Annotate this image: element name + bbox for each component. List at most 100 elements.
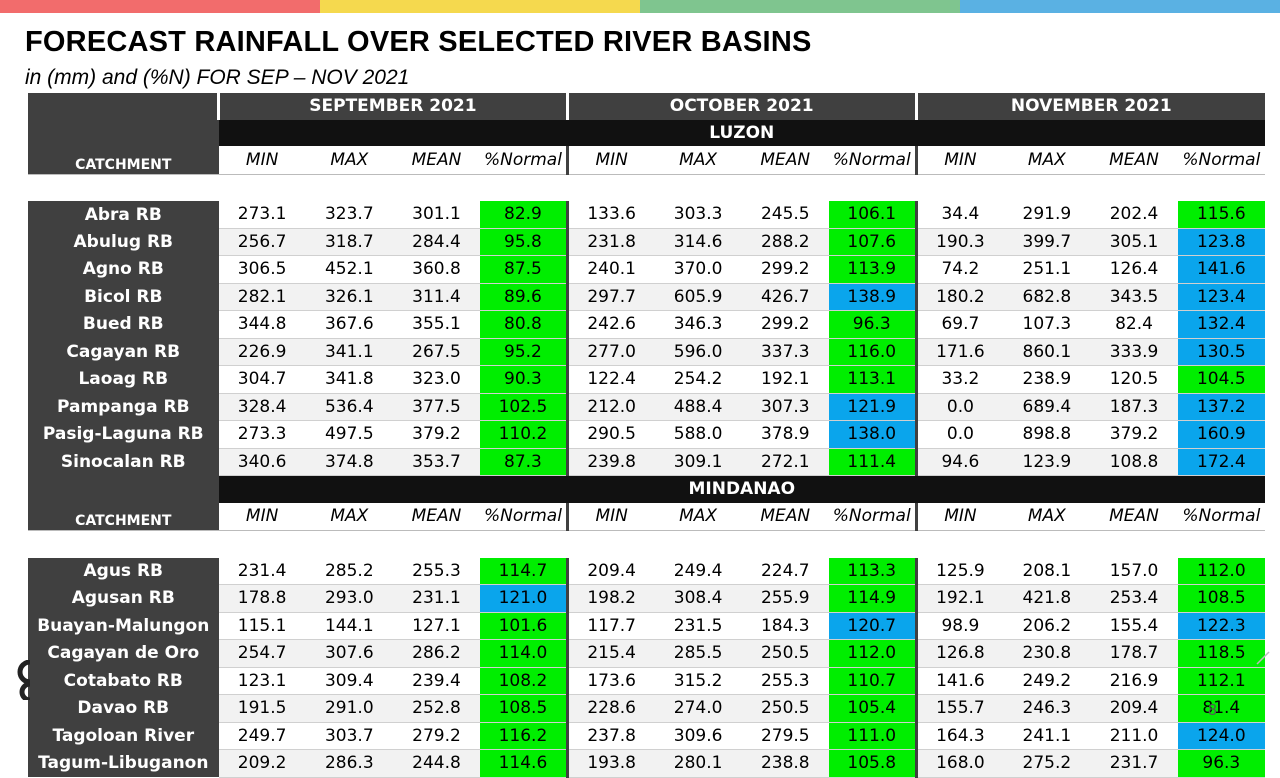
table-row: Agus RB 231.4 285.2 255.3 114.7 209.4 249.4 224… (28, 557, 1265, 585)
value-cell: 192.1 (914, 584, 1004, 613)
value-cell: 82.4 (1090, 310, 1178, 339)
value-cell: 399.7 (1003, 228, 1091, 256)
catchment-header: CATCHMENT (28, 146, 219, 175)
value-cell: 184.3 (741, 612, 829, 640)
value-cell: 308.4 (654, 584, 742, 613)
value-cell: 231.5 (654, 612, 742, 640)
value-cell: 307.3 (741, 393, 829, 421)
table-row: Cagayan RB 226.9 341.1 267.5 95.2 277.0 596.0 3… (28, 338, 1265, 366)
percent-normal-cell: 108.5 (480, 694, 568, 723)
catchment-name: Abra RB (28, 201, 219, 228)
separator-cell (28, 174, 1265, 201)
catchment-name: Pampanga RB (28, 393, 219, 421)
table-row: Abulug RB 256.7 318.7 284.4 95.8 231.8 314.6 28… (28, 228, 1265, 256)
value-cell: 74.2 (914, 255, 1004, 284)
column-header: MEAN (1090, 146, 1178, 175)
value-cell: 246.3 (1003, 694, 1091, 723)
table-row: Agno RB 306.5 452.1 360.8 87.5 240.1 370.0 299.… (28, 255, 1265, 284)
value-cell: 314.6 (654, 228, 742, 256)
catchment-name: Tagoloan River (28, 722, 219, 750)
region-label: MINDANAO (218, 475, 1265, 503)
value-cell: 115.1 (218, 612, 306, 640)
value-cell: 267.5 (392, 338, 481, 366)
value-cell: 69.7 (914, 310, 1004, 339)
value-cell: 141.6 (914, 667, 1004, 695)
region-header-row: MINDANAO (28, 475, 1265, 503)
percent-normal-cell: 95.2 (480, 338, 568, 366)
value-cell: 249.2 (1003, 667, 1091, 695)
value-cell: 421.8 (1003, 584, 1091, 613)
region-side-cell (28, 119, 219, 146)
catchment-name: Agus RB (28, 557, 219, 585)
table-row: Agusan RB 178.8 293.0 231.1 121.0 198.2 308.4 2… (28, 584, 1265, 613)
value-cell: 231.1 (392, 584, 481, 613)
value-cell: 304.7 (218, 365, 306, 394)
value-cell: 309.4 (305, 667, 393, 695)
percent-normal-cell: 113.9 (828, 255, 917, 284)
value-cell: 299.2 (741, 310, 829, 339)
value-cell: 323.0 (392, 365, 481, 394)
value-cell: 286.3 (305, 749, 393, 778)
table-row: Laoag RB 304.7 341.8 323.0 90.3 122.4 254.2 192… (28, 365, 1265, 394)
separator-row (28, 530, 1265, 558)
table-row: Bued RB 344.8 367.6 355.1 80.8 242.6 346.3 299.… (28, 310, 1265, 339)
value-cell: 377.5 (392, 393, 481, 421)
percent-normal-cell: 106.1 (828, 201, 917, 229)
percent-normal-cell: 138.0 (828, 420, 917, 449)
region-side-cell (28, 475, 219, 503)
value-cell: 280.1 (654, 749, 742, 778)
catchment-name: Davao RB (28, 694, 219, 722)
value-cell: 311.4 (392, 283, 481, 311)
separator-row (28, 174, 1265, 201)
percent-normal-cell: 115.6 (1177, 201, 1265, 229)
value-cell: 596.0 (654, 338, 742, 366)
value-cell: 379.2 (392, 420, 481, 449)
value-cell: 255.9 (741, 584, 829, 613)
value-cell: 337.3 (741, 338, 829, 366)
value-cell: 279.2 (392, 722, 481, 750)
percent-normal-cell: 102.5 (480, 393, 568, 421)
value-cell: 173.6 (565, 667, 655, 695)
value-cell: 497.5 (305, 420, 393, 449)
column-header: MAX (1003, 502, 1091, 531)
value-cell: 237.8 (565, 722, 655, 750)
top-bar-segment-blue (960, 0, 1280, 13)
value-cell: 240.1 (565, 255, 655, 284)
value-cell: 426.7 (741, 283, 829, 311)
percent-normal-cell: 121.9 (828, 393, 917, 421)
value-cell: 306.5 (218, 255, 306, 284)
value-cell: 328.4 (218, 393, 306, 421)
percent-normal-cell: 114.6 (480, 749, 568, 778)
value-cell: 178.8 (218, 584, 306, 613)
percent-normal-cell: 130.5 (1177, 338, 1265, 366)
value-cell: 168.0 (914, 749, 1004, 778)
value-cell: 367.6 (305, 310, 393, 339)
column-header: MAX (305, 146, 393, 175)
value-cell: 326.1 (305, 283, 393, 311)
value-cell: 212.0 (565, 393, 655, 421)
column-header: MIN (914, 502, 1004, 531)
table-row: Davao RB 191.5 291.0 252.8 108.5 228.6 274.0 25… (28, 694, 1265, 723)
catchment-name: Bued RB (28, 310, 219, 338)
value-cell: 126.4 (1090, 255, 1178, 284)
percent-normal-cell: 114.0 (480, 639, 568, 668)
percent-normal-cell: 87.3 (480, 448, 568, 476)
column-header: MEAN (741, 502, 829, 531)
value-cell: 202.4 (1090, 201, 1178, 229)
value-cell: 343.5 (1090, 283, 1178, 311)
column-header: %Normal (1177, 146, 1265, 175)
catchment-name: Cotabato RB (28, 667, 219, 695)
value-cell: 94.6 (914, 448, 1004, 476)
value-cell: 488.4 (654, 393, 742, 421)
value-cell: 305.1 (1090, 228, 1178, 256)
value-cell: 238.8 (741, 749, 829, 778)
percent-normal-cell: 108.5 (1177, 584, 1265, 613)
percent-normal-cell: 118.5 (1177, 639, 1265, 668)
catchment-name: Bicol RB (28, 283, 219, 311)
column-header: %Normal (828, 146, 917, 175)
value-cell: 303.3 (654, 201, 742, 229)
percent-normal-cell: 114.9 (828, 584, 917, 613)
table-row: Cagayan de Oro 254.7 307.6 286.2 114.0 215.4 2… (28, 639, 1265, 668)
value-cell: 239.4 (392, 667, 481, 695)
percent-normal-cell: 108.2 (480, 667, 568, 695)
